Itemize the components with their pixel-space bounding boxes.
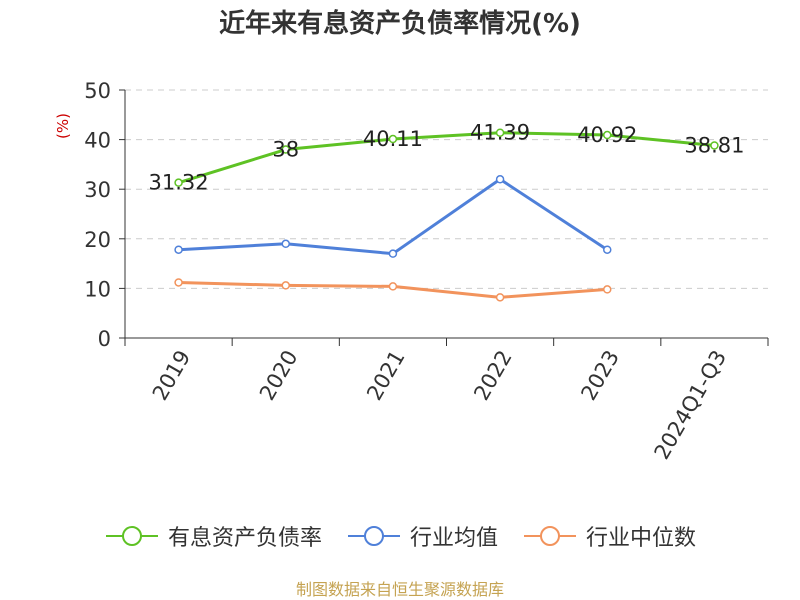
legend-item: 有息资产负债率 [104,520,322,552]
legend: 有息资产负债率 行业均值 行业中位数 [0,518,800,554]
x-tick-label: 2022 [469,346,517,404]
y-tick-label: 0 [98,327,111,351]
data-point [603,245,612,254]
data-point [710,141,719,150]
x-tick-label: 2019 [148,346,196,404]
data-label: 38.81 [684,134,744,158]
legend-item: 行业中位数 [522,520,696,552]
y-tick-label: 40 [84,129,111,153]
data-point [281,239,290,249]
data-label: 38 [272,138,299,162]
legend-swatch [524,526,576,546]
data-point [495,175,505,184]
chart-title: 近年来有息资产负债率情况(%) [219,9,581,39]
legend-item: 行业均值 [346,520,498,552]
data-labels: 31.32 38 40.11 41.39 40.92 38.81 [149,121,745,195]
y-tick-label: 20 [84,228,111,252]
data-point [388,249,398,258]
y-axis-label: (%) [54,113,72,139]
data-label: 40.11 [363,127,423,151]
data-point [174,278,183,287]
x-tick-label: 2021 [362,346,410,404]
data-point [174,178,183,187]
data-label: 31.32 [149,171,209,195]
data-point [495,293,505,302]
legend-swatch [347,526,400,546]
data-point [388,282,398,291]
data-label: 41.39 [470,121,530,145]
data-point [388,134,398,144]
series-line [177,131,716,185]
data-point [495,128,505,137]
source-note: 制图数据来自恒生聚源数据库 [295,580,504,599]
series-line [177,177,609,256]
y-tick-label: 30 [84,178,111,202]
legend-label: 行业均值 [409,526,498,551]
grid-lines [125,89,768,289]
data-point [603,285,612,294]
x-tick-label: 2023 [576,346,624,404]
series-lines [174,128,719,302]
legend-swatch [105,526,158,546]
y-tick-label: 10 [84,277,111,301]
y-tick-label: 50 [84,79,111,103]
x-tick-label: 2020 [255,346,303,404]
data-point [603,130,612,140]
x-tick-label: 2024Q1-Q3 [650,346,732,463]
data-point [281,281,290,290]
legend-label: 有息资产负债率 [167,526,322,551]
data-label: 40.92 [577,123,637,147]
data-point [281,145,290,154]
data-point [174,245,183,254]
legend-label: 行业中位数 [586,526,697,551]
